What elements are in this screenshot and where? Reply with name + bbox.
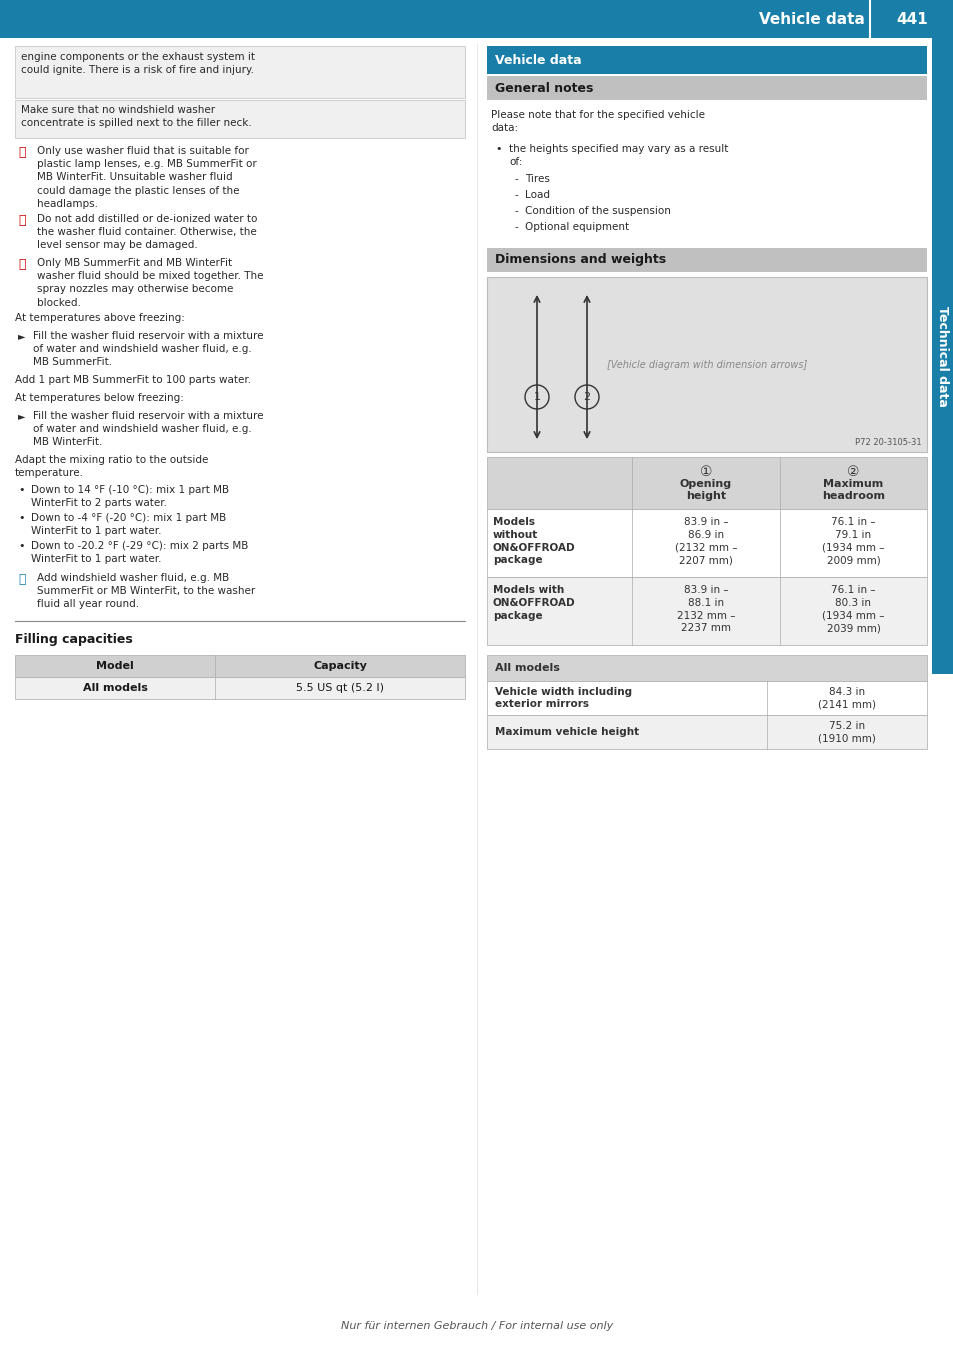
Bar [486,76,926,100]
Text: 441: 441 [895,11,927,27]
Text: the heights specified may vary as a result
of:: the heights specified may vary as a resu… [509,144,727,167]
Text: Only MB SummerFit and MB WinterFit
washer fluid should be mixed together. The
sp: Only MB SummerFit and MB WinterFit washe… [37,259,263,307]
Text: Models
without
ON&OFFROAD
package: Models without ON&OFFROAD package [493,517,575,566]
Text: Opening
height: Opening height [679,479,731,501]
Text: ❗: ❗ [18,146,26,158]
Bar [486,577,926,645]
Bar [0,0,953,38]
Text: Fill the washer fluid reservoir with a mixture
of water and windshield washer fl: Fill the washer fluid reservoir with a m… [33,412,263,447]
Text: Maximum vehicle height: Maximum vehicle height [495,727,639,737]
Bar [486,509,926,577]
Text: [Vehicle diagram with dimension arrows]: [Vehicle diagram with dimension arrows] [606,360,806,370]
Text: 76.1 in –
80.3 in
(1934 mm –
2039 mm): 76.1 in – 80.3 in (1934 mm – 2039 mm) [821,585,883,634]
Text: Capacity: Capacity [313,661,367,672]
Text: Dimensions and weights: Dimensions and weights [495,253,665,267]
Text: Make sure that no windshield washer
concentrate is spilled next to the filler ne: Make sure that no windshield washer conc… [21,106,252,129]
Text: Only use washer fluid that is suitable for
plastic lamp lenses, e.g. MB SummerFi: Only use washer fluid that is suitable f… [37,146,256,209]
Text: Condition of the suspension: Condition of the suspension [524,206,670,217]
Text: Add windshield washer fluid, e.g. MB
SummerFit or MB WinterFit, to the washer
fl: Add windshield washer fluid, e.g. MB Sum… [37,573,255,609]
Text: -: - [515,190,518,200]
Text: Down to 14 °F (-10 °C): mix 1 part MB
WinterFit to 2 parts water.: Down to 14 °F (-10 °C): mix 1 part MB Wi… [30,485,229,508]
Text: Model: Model [96,661,133,672]
Text: 75.2 in
(1910 mm): 75.2 in (1910 mm) [818,720,875,743]
Bar [486,655,926,681]
Text: Vehicle width including
exterior mirrors: Vehicle width including exterior mirrors [495,686,632,709]
Bar [486,681,926,715]
Text: Filling capacities: Filling capacities [15,634,132,646]
Text: At temperatures below freezing:: At temperatures below freezing: [15,393,184,403]
Text: Load: Load [524,190,550,200]
Bar [486,46,926,74]
Text: Do not add distilled or de-ionized water to
the washer fluid container. Otherwis: Do not add distilled or de-ionized water… [37,214,257,250]
Text: •: • [18,485,25,496]
Text: Maximum
headroom: Maximum headroom [821,479,884,501]
Text: 83.9 in –
88.1 in
2132 mm –
2237 mm: 83.9 in – 88.1 in 2132 mm – 2237 mm [676,585,735,634]
Text: Add 1 part MB SummerFit to 100 parts water.: Add 1 part MB SummerFit to 100 parts wat… [15,375,251,385]
Bar [15,46,464,97]
Text: 84.3 in
(2141 mm): 84.3 in (2141 mm) [817,686,875,709]
Text: 1: 1 [533,393,540,402]
Bar [486,458,926,509]
Text: Models with
ON&OFFROAD
package: Models with ON&OFFROAD package [493,585,575,620]
Text: ❗: ❗ [18,214,26,227]
Text: -: - [515,206,518,217]
Text: Technical data: Technical data [936,306,948,406]
Text: ⓘ: ⓘ [18,573,26,586]
Text: Down to -4 °F (-20 °C): mix 1 part MB
WinterFit to 1 part water.: Down to -4 °F (-20 °C): mix 1 part MB Wi… [30,513,226,536]
Text: •: • [18,513,25,523]
Bar [15,100,464,138]
Text: Down to -20.2 °F (-29 °C): mix 2 parts MB
WinterFit to 1 part water.: Down to -20.2 °F (-29 °C): mix 2 parts M… [30,542,248,565]
Text: •: • [18,542,25,551]
Text: Nur für internen Gebrauch / For internal use only: Nur für internen Gebrauch / For internal… [340,1322,613,1331]
Text: Vehicle data: Vehicle data [495,54,581,66]
Text: -: - [515,175,518,184]
Text: Please note that for the specified vehicle
data:: Please note that for the specified vehic… [491,110,704,133]
Text: engine components or the exhaust system it
could ignite. There is a risk of fire: engine components or the exhaust system … [21,51,254,76]
Text: All models: All models [495,663,559,673]
Text: ②: ② [846,464,859,479]
Text: P72 20-3105-31: P72 20-3105-31 [855,437,921,447]
Text: ►: ► [18,412,26,421]
Bar [486,715,926,749]
Bar [931,38,953,674]
Text: Adapt the mixing ratio to the outside
temperature.: Adapt the mixing ratio to the outside te… [15,455,208,478]
Bar [15,677,464,699]
Text: All models: All models [83,682,148,693]
Text: 5.5 US qt (5.2 l): 5.5 US qt (5.2 l) [295,682,384,693]
Text: -: - [515,222,518,232]
Text: 2: 2 [583,393,590,402]
Bar [15,655,464,677]
Text: •: • [495,144,501,154]
Text: Tires: Tires [524,175,549,184]
Text: 83.9 in –
86.9 in
(2132 mm –
2207 mm): 83.9 in – 86.9 in (2132 mm – 2207 mm) [674,517,737,566]
Text: At temperatures above freezing:: At temperatures above freezing: [15,313,185,324]
Text: ①: ① [699,464,712,479]
Bar [486,278,926,452]
Text: ►: ► [18,330,26,341]
Text: Vehicle data: Vehicle data [759,11,864,27]
Text: Fill the washer fluid reservoir with a mixture
of water and windshield washer fl: Fill the washer fluid reservoir with a m… [33,330,263,367]
Text: ❗: ❗ [18,259,26,271]
Bar [486,248,926,272]
Text: Optional equipment: Optional equipment [524,222,628,232]
Text: 76.1 in –
79.1 in
(1934 mm –
2009 mm): 76.1 in – 79.1 in (1934 mm – 2009 mm) [821,517,883,566]
Text: General notes: General notes [495,81,593,95]
